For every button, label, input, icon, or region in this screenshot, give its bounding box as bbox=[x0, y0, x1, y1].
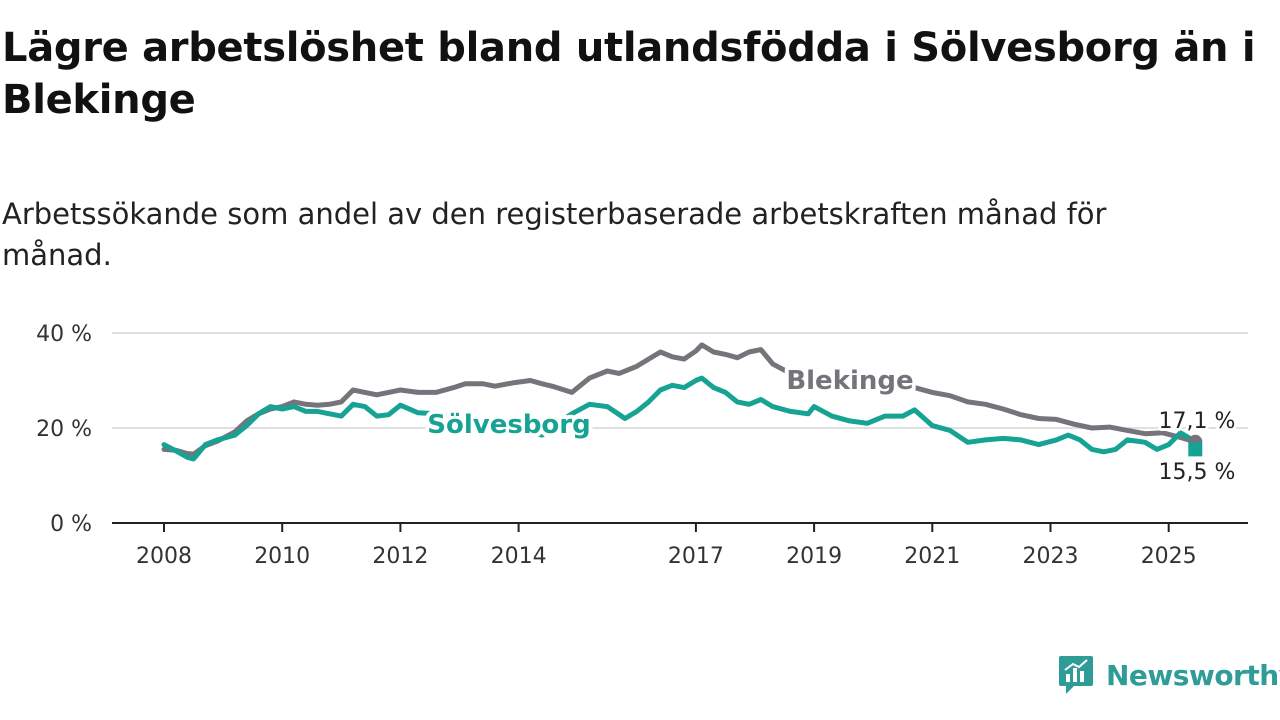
brand-name: Newsworthy bbox=[1106, 658, 1280, 692]
series-line-blekinge bbox=[161, 342, 1198, 457]
end-value-label-slvesborg-halo: 15,5 % bbox=[1159, 460, 1236, 485]
x-tick-label: 2025 bbox=[1141, 544, 1197, 569]
y-tick-label: 40 % bbox=[36, 322, 92, 347]
x-tick-label: 2012 bbox=[372, 544, 428, 569]
chart-title: Lägre arbetslöshet bland utlandsfödda i … bbox=[2, 25, 1256, 123]
x-tick-label: 2019 bbox=[786, 544, 842, 569]
x-tick-label: 2023 bbox=[1023, 544, 1079, 569]
y-tick-label: 20 % bbox=[36, 417, 92, 442]
x-tick-label: 2014 bbox=[491, 544, 547, 569]
newsworthy-logo-icon bbox=[1059, 656, 1093, 694]
end-value-label-blekinge: 17,1 % bbox=[1159, 409, 1236, 434]
series-label-blekinge: Blekinge bbox=[786, 366, 913, 396]
y-tick-label: 0 % bbox=[50, 512, 92, 537]
x-tick-label: 2008 bbox=[136, 544, 192, 569]
end-value-label-slvesborg: 15,5 % bbox=[1159, 460, 1236, 485]
series-label-slvesborg-halo: Sölvesborg bbox=[427, 410, 590, 440]
x-tick-label: 2017 bbox=[668, 544, 724, 569]
series-line-slvesborg bbox=[161, 375, 1198, 462]
x-tick-label: 2021 bbox=[904, 544, 960, 569]
series-label-blekinge-halo: Blekinge bbox=[786, 366, 913, 396]
x-tick-label: 2010 bbox=[254, 544, 310, 569]
series-end-marker-slvesborg bbox=[1188, 442, 1203, 457]
line-chart: 0 % 20 % 40 % 2008 2010 2012 2014 2017 2019 2021 2… bbox=[36, 322, 1248, 569]
series-label-slvesborg: Sölvesborg bbox=[427, 410, 590, 440]
brand-logo[interactable]: Newsworthy bbox=[1058, 654, 1280, 696]
end-value-label-blekinge-halo: 17,1 % bbox=[1159, 409, 1236, 434]
chart-subtitle: Arbetssökande som andel av den registerb… bbox=[2, 197, 1107, 272]
